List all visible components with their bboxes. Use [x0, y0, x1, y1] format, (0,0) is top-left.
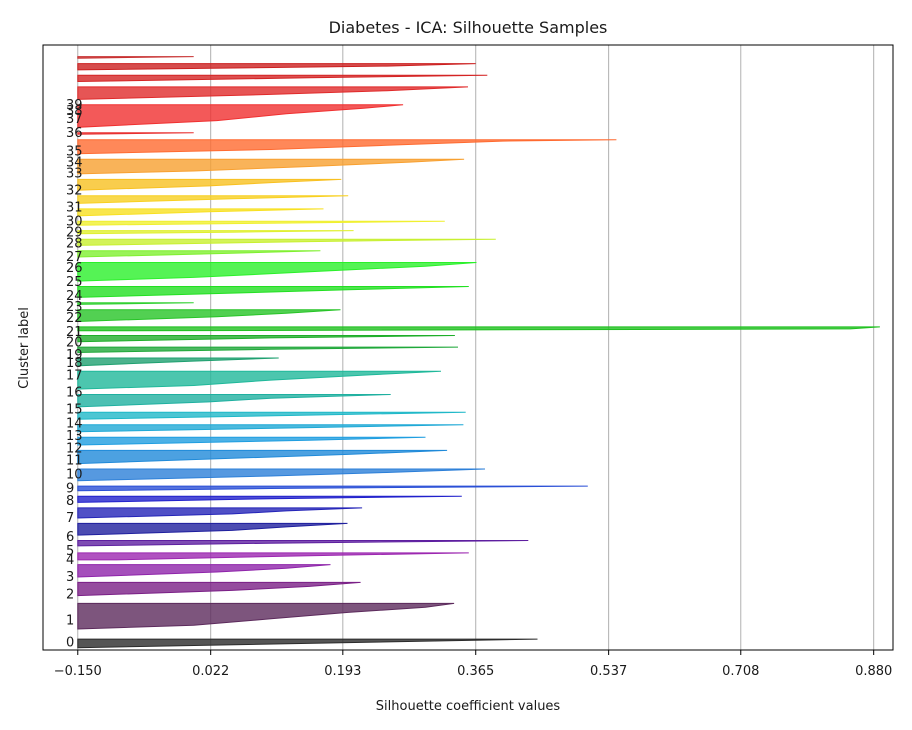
- silhouette-band-cluster-21: [77, 309, 341, 323]
- x-axis-label: Silhouette coefficient values: [376, 699, 561, 714]
- silhouette-band-cluster-13: [77, 424, 464, 433]
- silhouette-band-cluster-28: [77, 220, 445, 226]
- cluster-label-15: 15: [66, 402, 83, 417]
- silhouette-band-cluster-34: [77, 132, 194, 135]
- cluster-label-9: 9: [66, 482, 74, 497]
- cluster-label-21: 21: [66, 325, 83, 340]
- silhouette-band-cluster-18: [77, 346, 459, 354]
- cluster-label-8: 8: [66, 494, 74, 509]
- cluster-label-1: 1: [66, 614, 74, 629]
- silhouette-band-cluster-17: [77, 357, 279, 367]
- cluster-label-17: 17: [66, 368, 83, 383]
- silhouette-band-cluster-14: [77, 411, 466, 420]
- cluster-label-19: 19: [66, 348, 83, 363]
- cluster-label-28: 28: [66, 236, 83, 251]
- cluster-label-34: 34: [66, 155, 83, 170]
- silhouette-band-cluster-15: [77, 394, 391, 408]
- cluster-label-3: 3: [66, 570, 74, 585]
- cluster-label-0: 0: [66, 635, 74, 650]
- cluster-label-30: 30: [66, 215, 83, 230]
- cluster-label-5: 5: [66, 544, 74, 559]
- silhouette-band-cluster-5: [77, 540, 529, 547]
- x-axis-ticks: −0.150 0.022 0.193 0.365 0.537 0.708 0.880: [54, 650, 892, 679]
- chart-title: Diabetes - ICA: Silhouette Samples: [329, 18, 608, 37]
- silhouette-band-cluster-4: [77, 552, 469, 561]
- silhouette-band-cluster-8: [77, 495, 462, 503]
- silhouette-band-cluster-11: [77, 449, 448, 465]
- y-axis-label: Cluster label: [17, 307, 32, 389]
- cluster-label-18: 18: [66, 356, 83, 371]
- cluster-label-25: 25: [66, 275, 83, 290]
- cluster-label-38: 38: [66, 104, 83, 119]
- silhouette-band-cluster-35: [77, 104, 404, 128]
- silhouette-band-cluster-29: [77, 208, 324, 217]
- silhouette-band-cluster-2: [77, 581, 361, 597]
- plot-frame: [42, 44, 894, 651]
- silhouette-band-cluster-20: [77, 326, 880, 332]
- x-tick-label: 0.193: [324, 664, 361, 679]
- silhouette-band-cluster-16: [77, 370, 442, 390]
- silhouette-bands: [77, 56, 880, 649]
- silhouette-band-cluster-7: [77, 507, 363, 519]
- cluster-label-7: 7: [66, 511, 74, 526]
- cluster-label-14: 14: [66, 416, 83, 431]
- cluster-label-37: 37: [66, 112, 83, 127]
- silhouette-band-cluster-27: [77, 230, 354, 235]
- silhouette-band-cluster-12: [77, 436, 426, 446]
- silhouette-band-cluster-37: [77, 74, 488, 83]
- x-tick-label: 0.537: [590, 664, 627, 679]
- cluster-label-13: 13: [66, 429, 83, 444]
- silhouette-band-cluster-3: [77, 564, 331, 578]
- cluster-labels: 0123456789101112131415161718192021222324…: [66, 98, 83, 650]
- cluster-label-12: 12: [66, 441, 83, 456]
- silhouette-band-cluster-31: [77, 178, 342, 191]
- silhouette-band-cluster-25: [77, 250, 321, 258]
- silhouette-band-cluster-33: [77, 139, 617, 155]
- cluster-label-26: 26: [66, 261, 83, 276]
- cluster-label-31: 31: [66, 201, 83, 216]
- x-tick-label: 0.365: [457, 664, 494, 679]
- cluster-label-22: 22: [66, 311, 83, 326]
- cluster-label-35: 35: [66, 145, 83, 160]
- silhouette-band-cluster-24: [77, 262, 477, 282]
- silhouette-band-cluster-23: [77, 286, 469, 298]
- silhouette-band-cluster-36: [77, 86, 469, 100]
- cluster-label-20: 20: [66, 336, 83, 351]
- cluster-label-32: 32: [66, 183, 83, 198]
- cluster-label-24: 24: [66, 289, 83, 304]
- x-tick-label: 0.022: [192, 664, 229, 679]
- cluster-label-29: 29: [66, 225, 83, 240]
- silhouette-band-cluster-1: [77, 602, 455, 630]
- cluster-label-33: 33: [66, 166, 83, 181]
- x-tick-label: −0.150: [54, 664, 102, 679]
- silhouette-band-cluster-9: [77, 485, 588, 492]
- cluster-label-4: 4: [66, 553, 74, 568]
- silhouette-band-cluster-19: [77, 335, 455, 343]
- cluster-label-27: 27: [66, 250, 83, 265]
- cluster-label-36: 36: [66, 126, 83, 141]
- silhouette-band-cluster-22: [77, 302, 194, 305]
- silhouette-band-cluster-0: [77, 638, 538, 649]
- x-tick-label: 0.880: [855, 664, 892, 679]
- cluster-label-10: 10: [66, 468, 83, 483]
- silhouette-band-cluster-32: [77, 158, 465, 175]
- silhouette-band-cluster-38: [77, 63, 476, 71]
- cluster-label-16: 16: [66, 385, 83, 400]
- silhouette-band-cluster-30: [77, 195, 349, 204]
- x-tick-label: 0.708: [722, 664, 759, 679]
- silhouette-band-cluster-39: [77, 56, 194, 59]
- cluster-label-11: 11: [66, 454, 83, 469]
- silhouette-band-cluster-26: [77, 238, 496, 246]
- cluster-label-23: 23: [66, 300, 83, 315]
- cluster-label-39: 39: [66, 98, 83, 113]
- silhouette-band-cluster-10: [77, 468, 486, 482]
- cluster-label-2: 2: [66, 587, 74, 602]
- cluster-label-6: 6: [66, 530, 74, 545]
- silhouette-band-cluster-6: [77, 522, 348, 536]
